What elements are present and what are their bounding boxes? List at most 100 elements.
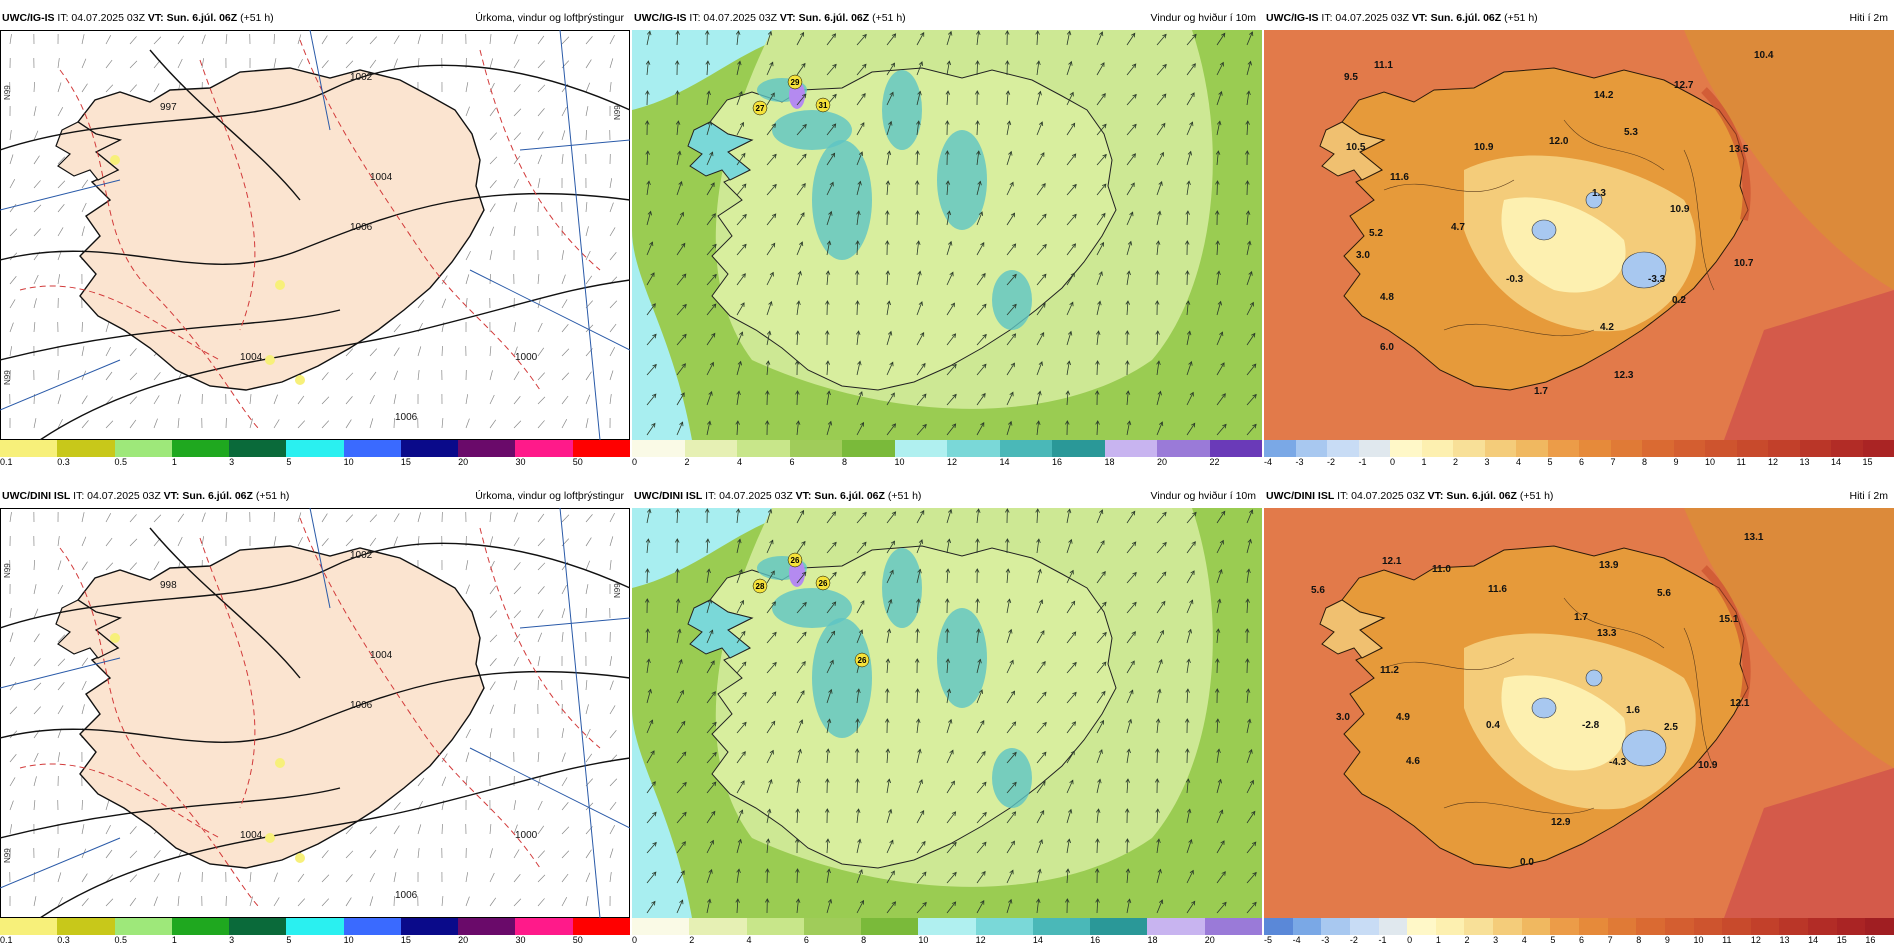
colorbar-swatch xyxy=(1837,918,1866,935)
colorbar-swatch xyxy=(1105,440,1158,457)
colorbar-tick-label: 10 xyxy=(1694,935,1704,945)
gust-value: 26 xyxy=(819,579,828,588)
isobar-label: 1004 xyxy=(240,352,263,363)
colorbar-tick-label: 9 xyxy=(1665,935,1670,945)
colorbar-tick-label: 0 xyxy=(632,457,637,467)
colorbar-tick-label: 20 xyxy=(1205,935,1215,945)
wind-barb xyxy=(586,130,587,140)
temperature-value: 5.3 xyxy=(1624,127,1638,138)
colorbar-swatch xyxy=(1863,440,1895,457)
row-dini-isl: UWC/DINI ISL IT: 04.07.2025 03Z VT: Sun.… xyxy=(0,486,1900,951)
temperature-value: -0.3 xyxy=(1506,274,1524,285)
wind-barb xyxy=(442,824,443,834)
colorbar-swatch xyxy=(737,440,790,457)
panel-header: UWC/DINI ISL IT: 04.07.2025 03Z VT: Sun.… xyxy=(0,486,630,506)
temperature-value: 11.0 xyxy=(1432,564,1451,575)
panel-title: Hiti í 2m xyxy=(1849,486,1888,506)
colorbar-swatch xyxy=(1407,918,1436,935)
colorbar-swatch xyxy=(1157,440,1210,457)
colorbar-swatch xyxy=(515,918,573,935)
colorbar-swatch xyxy=(0,440,58,457)
colorbar-tick-label: -4 xyxy=(1293,935,1301,945)
colorbar-tick-label: 9 xyxy=(1674,457,1679,467)
colorbar-swatch xyxy=(1205,918,1262,935)
colorbar-swatch xyxy=(632,440,685,457)
run-info: UWC/DINI ISL IT: 04.07.2025 03Z VT: Sun.… xyxy=(1266,486,1553,506)
colorbar-tick-label: -2 xyxy=(1350,935,1358,945)
colorbar-tick-label: 11 xyxy=(1737,457,1746,467)
colorbar-tick-label: 10 xyxy=(1705,457,1715,467)
colorbar-swatch xyxy=(1436,918,1465,935)
panel-header: UWC/IG-IS IT: 04.07.2025 03Z VT: Sun. 6.… xyxy=(1264,8,1894,28)
temperature-value: 13.5 xyxy=(1729,144,1749,155)
colorbar-tick-label: 7 xyxy=(1611,457,1616,467)
temperature-value: 10.9 xyxy=(1474,142,1494,153)
colorbar-tick-label: 15 xyxy=(1837,935,1847,945)
colorbar-swatch xyxy=(918,918,976,935)
colorbar-swatch xyxy=(747,918,805,935)
colorbar-tick-label: 4 xyxy=(1522,935,1527,945)
init-time: IT: 04.07.2025 03Z xyxy=(702,490,795,502)
colorbar-swatch xyxy=(1665,918,1694,935)
init-time: IT: 04.07.2025 03Z xyxy=(687,12,780,24)
model-name: UWC/DINI ISL xyxy=(634,490,702,502)
model-name: UWC/IG-IS xyxy=(2,12,55,24)
colorbar-tick-label: -2 xyxy=(1327,457,1335,467)
precip-panel: UWC/IG-IS IT: 04.07.2025 03Z VT: Sun. 6.… xyxy=(0,8,630,473)
colorbar-swatch xyxy=(1722,918,1751,935)
colorbar-tick-label: 0.1 xyxy=(0,935,13,945)
temperature-value: 1.7 xyxy=(1534,386,1548,397)
colorbar-swatch xyxy=(286,918,344,935)
colorbar-tick-label: 1 xyxy=(1436,935,1441,945)
colorbar-tick-label: 12 xyxy=(1751,935,1761,945)
colorbar-swatch xyxy=(1264,440,1296,457)
wind-barb xyxy=(490,274,491,284)
colorbar-swatch xyxy=(895,440,948,457)
init-time: IT: 04.07.2025 03Z xyxy=(1319,12,1412,24)
wind-barb xyxy=(490,752,491,762)
colorbar-swatch xyxy=(1800,440,1832,457)
colorbar-swatch xyxy=(1422,440,1454,457)
glacier-cold-area xyxy=(1532,698,1556,718)
wind-vector xyxy=(797,391,798,405)
temperature-value: 11.2 xyxy=(1380,665,1399,676)
colorbar-swatch xyxy=(573,918,630,935)
colorbar-swatch xyxy=(1694,918,1723,935)
gust-value: 28 xyxy=(756,582,765,591)
precip-panel: UWC/DINI ISL IT: 04.07.2025 03Z VT: Sun.… xyxy=(0,486,630,951)
colorbar-swatch xyxy=(1327,440,1359,457)
colorbar-tick-label: 10 xyxy=(344,457,354,467)
colorbar-swatch xyxy=(0,918,58,935)
colorbar-tick-label: 14 xyxy=(1808,935,1818,945)
colorbar-swatch xyxy=(1516,440,1548,457)
wind-barb xyxy=(538,202,539,212)
colorbar-swatch xyxy=(1865,918,1894,935)
colorbar-swatch xyxy=(861,918,919,935)
wind-vector xyxy=(1247,181,1248,195)
colorbar-tick-label: 16 xyxy=(1865,935,1875,945)
wind-vector xyxy=(647,91,648,105)
colorbar-swatch xyxy=(1550,918,1579,935)
colorbar-tick-label: 4 xyxy=(1516,457,1521,467)
temperature-value: 1.7 xyxy=(1574,612,1588,623)
row-ig-is: UWC/IG-IS IT: 04.07.2025 03Z VT: Sun. 6.… xyxy=(0,8,1900,473)
colorbar-tick-label: 10 xyxy=(918,935,928,945)
colorbar-swatch xyxy=(1379,918,1408,935)
colorbar-swatch xyxy=(1768,440,1800,457)
colorbar-swatch xyxy=(115,918,173,935)
init-time: IT: 04.07.2025 03Z xyxy=(70,490,163,502)
colorbar-tick-label: 0.5 xyxy=(115,935,128,945)
wind-vector xyxy=(797,869,798,883)
colorbar-swatch xyxy=(689,918,747,935)
gust-value: 27 xyxy=(756,104,765,113)
colorbar-swatch xyxy=(1090,918,1148,935)
colorbar-swatch xyxy=(172,918,230,935)
colorbar-tick-label: 6 xyxy=(1579,935,1584,945)
colorbar-swatch xyxy=(1737,440,1769,457)
temperature-value: 10.9 xyxy=(1698,760,1718,771)
temperature-value: 4.8 xyxy=(1380,292,1394,303)
precip-area xyxy=(110,633,120,643)
glacier-cold-area xyxy=(1586,670,1602,686)
precip-area xyxy=(295,853,305,863)
